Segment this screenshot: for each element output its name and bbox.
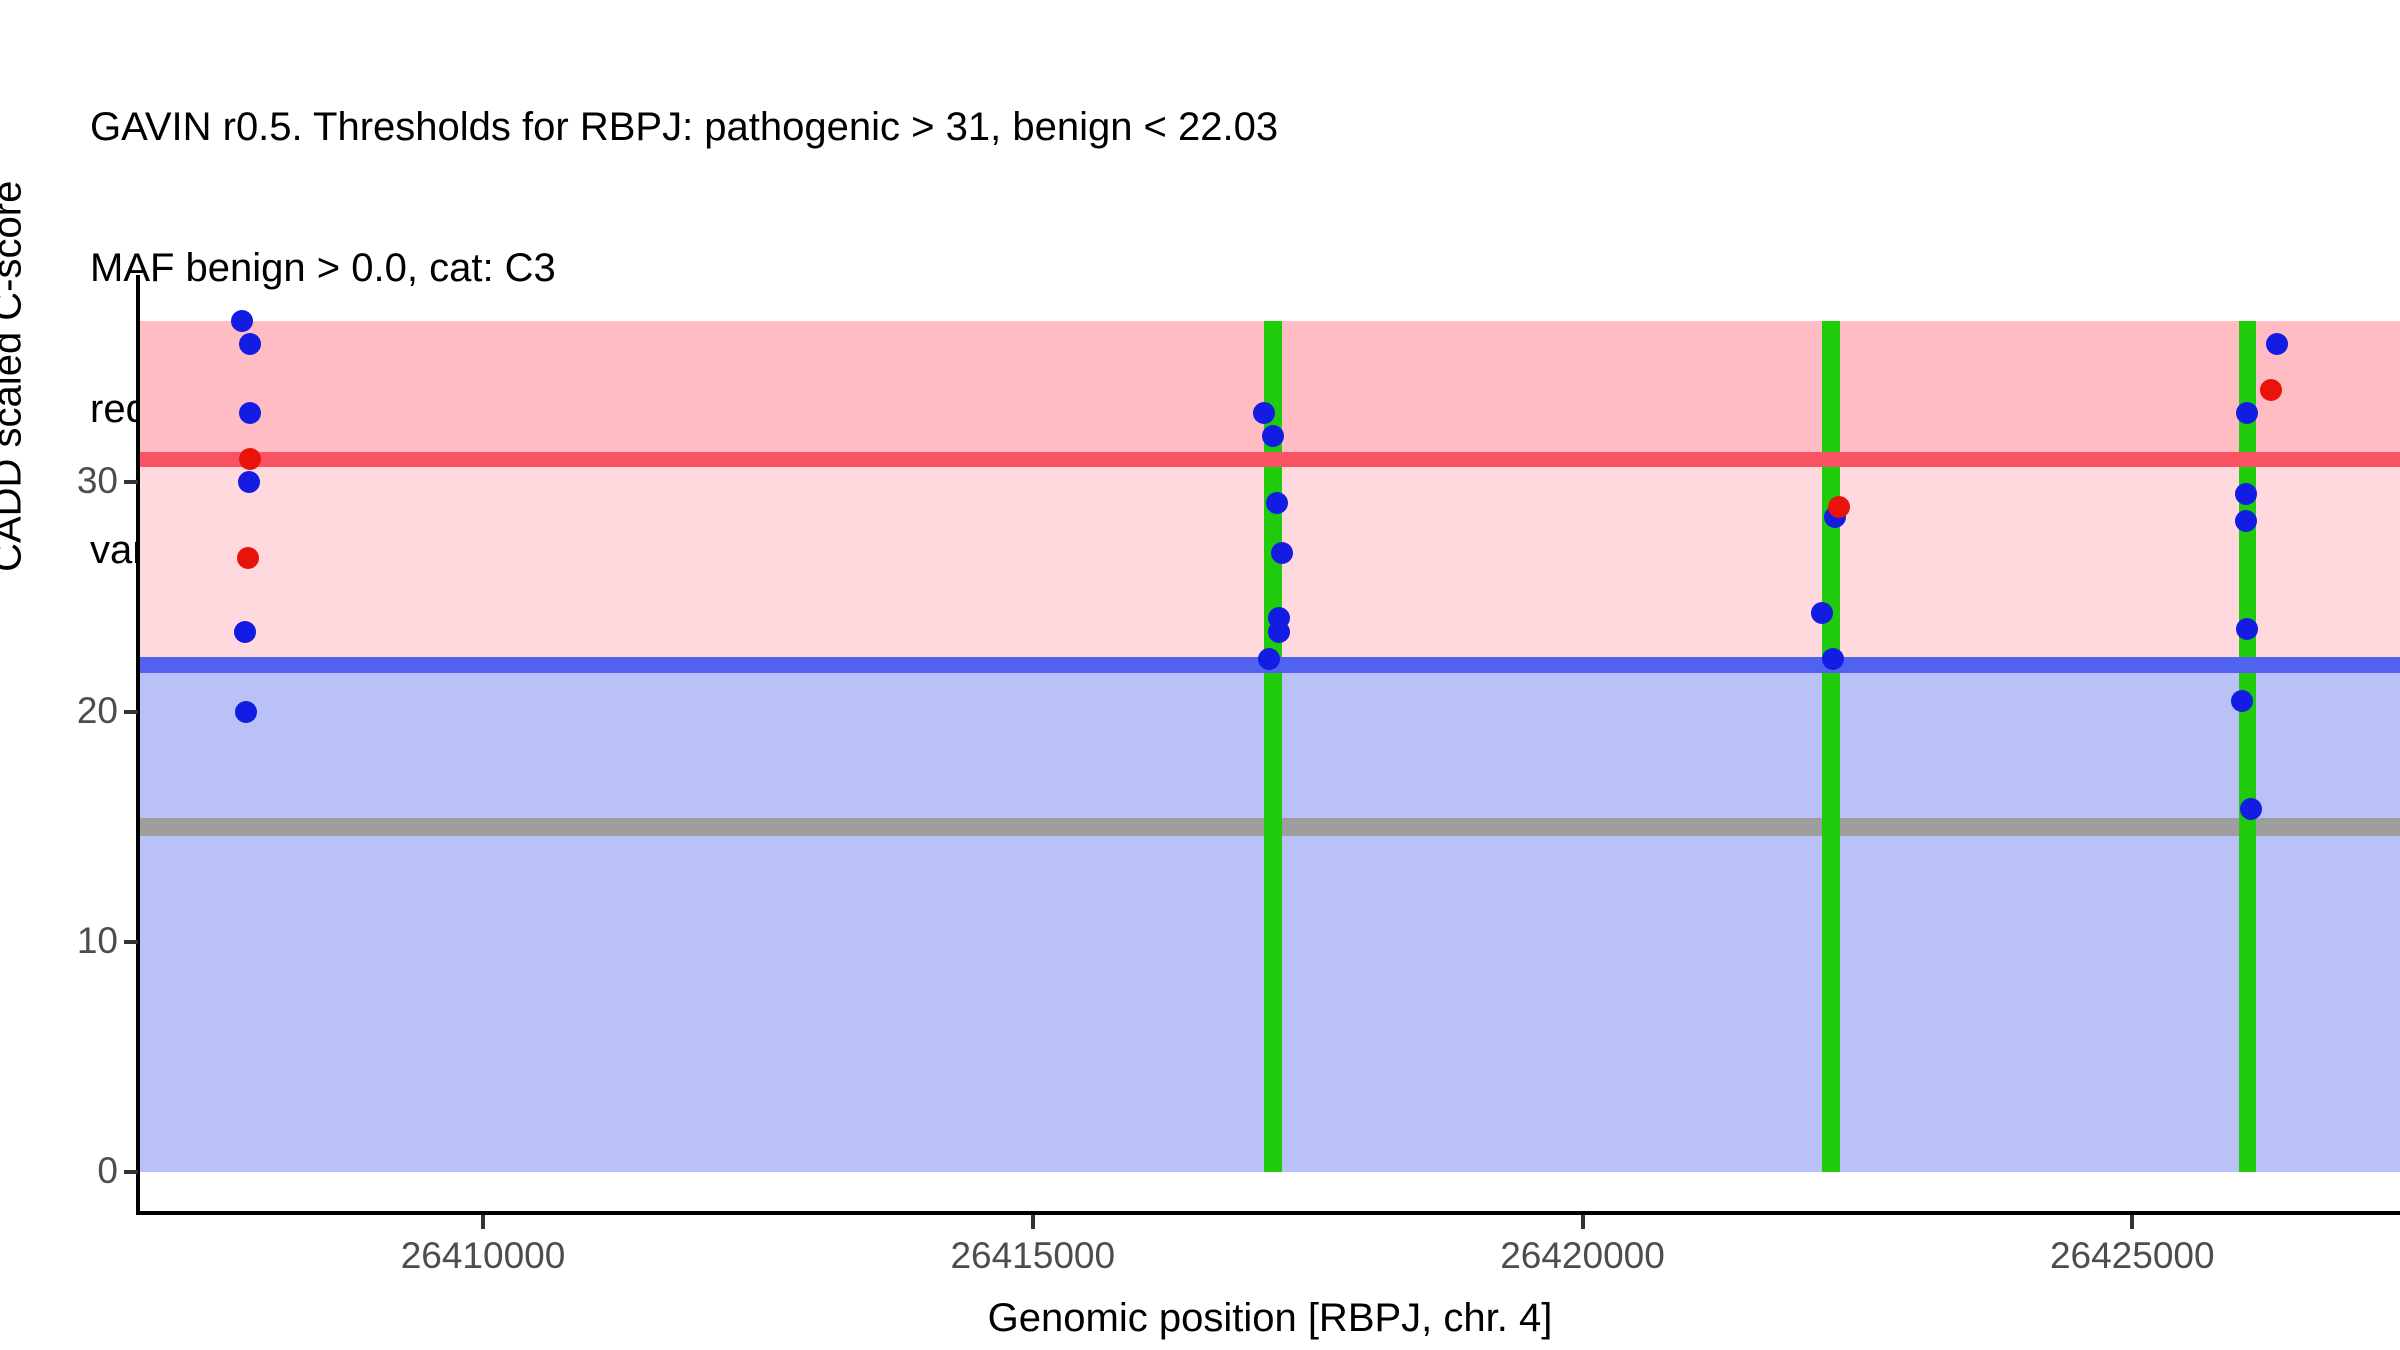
variant-point-clinvar	[2259, 379, 2282, 401]
variant-point-clinvar	[1827, 496, 1850, 519]
x-axis-tick	[1030, 1215, 1035, 1229]
variant-point-gnomad	[1262, 425, 1285, 447]
variant-point-gnomad	[238, 402, 261, 424]
y-axis-tick-label: 30	[76, 460, 118, 501]
variant-point-gnomad	[2239, 797, 2262, 820]
variant-point-gnomad	[1821, 648, 1844, 671]
variant-point-gnomad	[1253, 402, 1276, 424]
variant-point-clinvar	[238, 448, 261, 470]
variant-point-gnomad	[233, 620, 256, 643]
variant-point-gnomad	[234, 701, 257, 723]
x-axis-tick	[1580, 1215, 1585, 1229]
x-axis-line	[136, 1211, 2400, 1215]
variant-point-gnomad	[2235, 618, 2258, 641]
variant-point-gnomad	[1810, 602, 1833, 625]
y-axis-tick-label: 20	[76, 690, 118, 731]
variant-point-gnomad	[1266, 491, 1289, 514]
variant-point-gnomad	[237, 471, 260, 493]
variant-point-gnomad	[230, 310, 253, 332]
x-axis-tick	[2130, 1215, 2135, 1229]
y-axis-tick-label: 10	[76, 920, 118, 961]
exon-bar	[2238, 321, 2257, 1172]
y-axis-title: CADD scaled C-score	[0, 180, 30, 572]
variant-point-gnomad	[238, 333, 261, 355]
variant-point-gnomad	[2265, 333, 2288, 355]
y-axis-tick	[124, 940, 138, 944]
x-axis-tick-label: 26410000	[400, 1235, 566, 1276]
variant-point-gnomad	[2234, 482, 2257, 505]
y-axis-tick	[124, 480, 138, 484]
plot-title-line-2: MAF benign > 0.0, cat: C3	[90, 246, 556, 290]
y-axis-tick-label: 0	[97, 1150, 118, 1191]
variant-point-gnomad	[1258, 648, 1281, 671]
x-axis-title: Genomic position [RBPJ, chr. 4]	[987, 1296, 1553, 1340]
x-axis-tick-label: 26420000	[1500, 1235, 1665, 1276]
variant-point-gnomad	[1268, 620, 1291, 643]
y-axis-tick	[124, 710, 138, 714]
variant-point-gnomad	[2230, 689, 2253, 712]
y-axis-tick	[124, 1170, 138, 1174]
variant-point-clinvar	[236, 546, 259, 569]
variant-point-gnomad	[2235, 402, 2258, 424]
plot-title-line-1: GAVIN r0.5. Thresholds for RBPJ: pathoge…	[90, 105, 1279, 149]
threshold-line-pathogenic	[140, 451, 2400, 467]
exon-bar	[1263, 321, 1282, 1172]
y-axis-line	[136, 275, 140, 1215]
variant-point-gnomad	[2234, 510, 2257, 533]
exon-bar	[1821, 321, 1840, 1172]
variant-point-gnomad	[1271, 542, 1294, 565]
x-axis-tick-label: 26415000	[950, 1235, 1116, 1276]
x-axis-tick	[481, 1215, 485, 1229]
x-axis-tick-label: 26425000	[2049, 1235, 2215, 1276]
